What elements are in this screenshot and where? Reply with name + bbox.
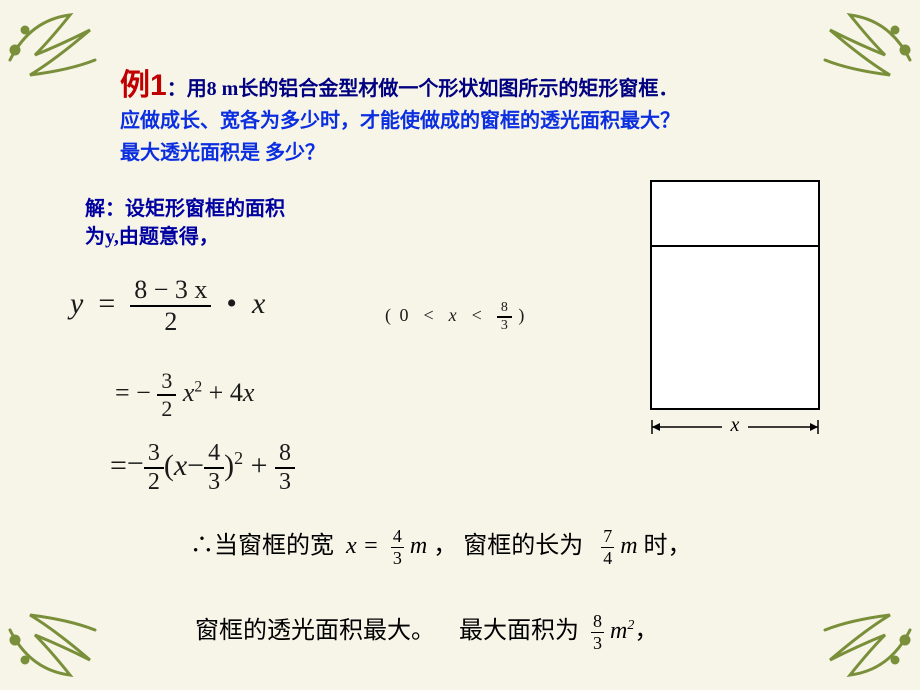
solution-intro-line2: 为y,由题意得， (85, 223, 285, 251)
conclusion-line2: 窗框的透光面积最大。 最大面积为 83 m2， (195, 610, 658, 654)
conclusion-line1: ∴当窗框的宽 x = 43 m ， 窗框的长为 74 m 时， (190, 525, 692, 569)
solution-intro-line1: 解：设矩形窗框的面积 (85, 195, 285, 223)
domain-constraint: ( 0 < x < 8 3 ) (385, 300, 526, 334)
corner-deco-br (800, 570, 920, 690)
corner-deco-bl (0, 570, 120, 690)
window-frame (650, 180, 820, 410)
question-line1: 应做成长、宽各为多少时，才能使做成的窗框的透光面积最大？ (120, 105, 750, 137)
example-title: 例1：用8 m长的铝合金型材做一个形状如图所示的矩形窗框． (120, 60, 820, 104)
corner-deco-tl (0, 0, 120, 120)
equation-2: = − 3 2 x2 + 4x (115, 368, 254, 422)
equation-1: y = 8 − 3 x 2 • x (70, 275, 265, 337)
title-number: 1 (150, 69, 167, 102)
window-figure: x (650, 180, 820, 438)
window-pane-top (650, 180, 820, 245)
title-text: 用8 m长的铝合金型材做一个形状如图所示的矩形窗框． (187, 78, 679, 100)
equation-3: =− 3 2 (x− 4 3 )2 + 8 3 (110, 440, 295, 496)
solution-intro: 解：设矩形窗框的面积 为y,由题意得， (85, 195, 285, 251)
title-label: 例 (120, 69, 150, 102)
title-colon: ： (167, 78, 187, 100)
question-line2: 最大透光面积是 多少？ (120, 137, 750, 169)
dimension-label: x (650, 414, 820, 437)
question-text: 应做成长、宽各为多少时，才能使做成的窗框的透光面积最大？ 最大透光面积是 多少？ (120, 105, 750, 169)
window-pane-bottom (650, 245, 820, 410)
dimension-line: x (650, 416, 820, 438)
